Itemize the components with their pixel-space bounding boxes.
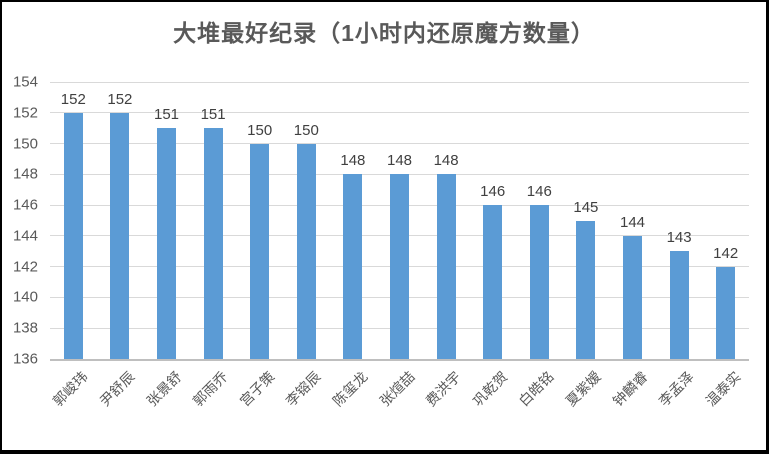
y-tick-label: 148 [12,165,38,183]
bar [390,174,409,359]
x-tick-label: 张景舒 [143,368,185,410]
x-tick-label: 郭雨乔 [189,368,231,410]
bar [250,143,270,359]
y-tick-label: 150 [12,135,38,153]
y-tick-label: 144 [12,227,38,245]
bar-value-label: 150 [293,121,319,139]
bar-value-label: 151 [200,106,226,124]
bar [483,205,503,359]
gridline [50,143,749,145]
bar-value-label: 151 [153,106,180,124]
bar-value-label: 143 [666,229,692,247]
chart-title: 大堆最好纪录（1小时内还原魔方数量） [173,20,595,46]
x-tick-label: 夏紫嫒 [562,368,604,410]
plot-area: 152 152 151 151 150 150 148 148 148 146 146 145 144 1… [50,81,749,361]
x-tick-label: 宫子策 [236,368,278,410]
bar [157,128,176,359]
y-tick-label: 136 [12,350,38,368]
bar-value-label: 150 [247,121,273,139]
x-tick-label: 巩乾贺 [469,368,511,410]
bar [529,205,549,359]
y-tick-label: 142 [12,258,38,276]
y-tick-label: 138 [12,319,38,337]
bar [63,112,83,359]
y-axis: 136 138 140 142 144 146 148 150 152 154 [2,75,42,367]
x-axis: 郭峻玮 尹舒辰 张景舒 郭雨乔 宫子策 李镕辰 陈玺龙 张煊喆 费洪宇 巩乾贺 白皓铭 夏紫嫒 钟麟睿李… [49,365,749,450]
x-tick-label: 钟麟睿 [609,368,651,410]
bar-value-label: 146 [526,183,552,201]
y-tick-label: 140 [12,288,38,306]
bar [669,251,689,359]
bar-value-label: 148 [386,152,413,170]
x-tick-label: 费洪宇 [422,368,464,410]
x-tick-label: 尹舒辰 [96,368,138,410]
bar-value-label: 148 [340,152,366,170]
gridline [50,81,749,83]
x-tick-label: 郭峻玮 [49,368,91,410]
bar-value-label: 142 [713,244,739,262]
bar-value-label: 144 [619,213,646,231]
bar-value-label: 146 [480,183,506,201]
bar-value-label: 152 [60,90,86,108]
x-tick-label: 李孟泽 [655,368,697,410]
x-tick-label: 李镕辰 [282,368,324,410]
x-tick-label: 白皓铭 [515,368,557,410]
bar [203,128,223,359]
bar [716,266,736,359]
bar-value-label: 145 [573,198,599,216]
gridline [50,173,749,175]
bar [436,174,456,359]
x-tick-label: 温泰实 [702,368,744,410]
bar [576,220,596,359]
x-tick-label: 陈玺龙 [329,368,371,410]
bar [343,174,363,359]
y-tick-label: 152 [12,104,38,122]
bar [623,235,642,359]
bar [296,143,316,359]
bar-value-label: 148 [433,152,459,170]
bar [110,112,130,359]
gridline [50,112,749,114]
y-tick-label: 146 [12,196,38,214]
bar-value-label: 152 [107,90,133,108]
x-tick-label: 张煊喆 [376,368,418,410]
y-tick-label: 154 [12,73,38,91]
